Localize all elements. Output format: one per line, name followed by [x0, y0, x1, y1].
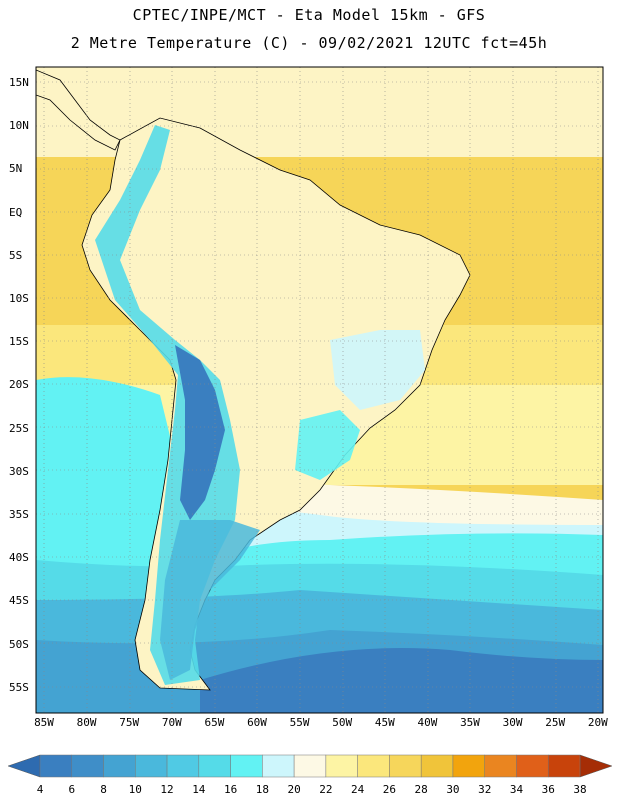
colorbar-label: 28: [414, 783, 428, 796]
lon-label: 25W: [545, 716, 566, 729]
lon-label: 65W: [204, 716, 225, 729]
colorbar-segment: [71, 754, 104, 778]
colorbar-label: 18: [255, 783, 269, 796]
colorbar-label: 32: [478, 783, 492, 796]
southern-brazil-cool: [295, 410, 360, 480]
colorbar-label: 34: [509, 783, 524, 796]
colorbar-segment: [103, 754, 136, 778]
andes-high-peaks: [175, 345, 225, 520]
colorbar-label: 38: [573, 783, 587, 796]
temperature-field: [36, 67, 603, 713]
lat-label: 55S: [9, 680, 29, 694]
lon-label: 30W: [502, 716, 523, 729]
lon-label: 80W: [76, 716, 97, 729]
colorbar-segment: [516, 754, 549, 778]
colorbar-label: 26: [382, 783, 397, 796]
colorbar-label: 30: [446, 783, 460, 796]
lon-label: 50W: [332, 716, 353, 729]
ocean-band-cold: [200, 648, 603, 713]
lat-label: 20S: [9, 378, 29, 392]
lon-label: 70W: [161, 716, 182, 729]
lat-label: 5S: [9, 248, 23, 262]
colorbar-segment: [230, 754, 263, 778]
colorbar-label: 8: [100, 783, 107, 796]
lat-label: 10N: [9, 119, 29, 133]
lon-label: 35W: [460, 716, 480, 729]
colorbar-label: 20: [287, 783, 301, 796]
lat-label: 15N: [9, 76, 29, 89]
colorbar-label: 16: [223, 783, 238, 796]
lat-label: 45S: [9, 594, 29, 608]
lat-label: 5N: [9, 162, 23, 176]
colorbar-segment: [135, 754, 168, 778]
lon-label: 85W: [34, 716, 54, 729]
colorbar-segment: [420, 754, 454, 778]
colorbar-segment: [484, 754, 517, 778]
colorbar-label: 6: [68, 783, 76, 796]
colorbar-label: 22: [319, 783, 333, 796]
lat-label: 15S: [9, 335, 29, 349]
map-title-line1: CPTEC/INPE/MCT - Eta Model 15km - GFS: [132, 6, 486, 24]
colorbar-label: 36: [541, 783, 555, 796]
lat-label: 50S: [9, 637, 29, 651]
colorbar-segment: [452, 754, 485, 778]
colorbar-arrow-right: [579, 754, 613, 778]
colorbar: [7, 754, 613, 778]
colorbar-label: 24: [351, 783, 365, 796]
lat-label: 35S: [9, 508, 29, 521]
patagonia-cold: [160, 520, 260, 680]
colorbar-label: 14: [192, 783, 206, 796]
brazil-highlands-cool: [330, 330, 425, 410]
lon-label: 75W: [119, 716, 140, 729]
colorbar-segment: [293, 754, 327, 778]
map-title-line2: 2 Metre Temperature (C) - 09/02/2021 12U…: [70, 34, 548, 52]
lon-label: 55W: [289, 716, 310, 729]
lon-label: 60W: [247, 716, 267, 729]
lat-label: 30S: [9, 464, 29, 478]
lon-label: 45W: [374, 716, 395, 729]
lat-label: 25S: [9, 421, 29, 435]
colorbar-segment: [325, 754, 358, 778]
colorbar-segment: [357, 754, 390, 778]
colorbar-segment: [39, 754, 73, 778]
central-america-land: [36, 69, 121, 151]
colorbar-label: 4: [36, 783, 44, 796]
colorbar-label: 10: [128, 783, 142, 796]
colorbar-segment: [198, 754, 231, 778]
lat-label: 10S: [9, 292, 29, 305]
colorbar-segment: [166, 754, 200, 778]
lon-label: 20W: [587, 716, 608, 729]
colorbar-arrow-left: [7, 754, 41, 778]
map-frame: [35, 66, 604, 714]
lat-label: EQ: [9, 205, 23, 219]
colorbar-segment: [262, 754, 295, 778]
lon-label: 40W: [417, 716, 438, 729]
graticule: [36, 67, 603, 713]
lat-label: 40S: [9, 551, 29, 565]
colorbar-segment: [547, 754, 581, 778]
colorbar-label: 12: [160, 783, 174, 796]
colorbar-segment: [389, 754, 422, 778]
